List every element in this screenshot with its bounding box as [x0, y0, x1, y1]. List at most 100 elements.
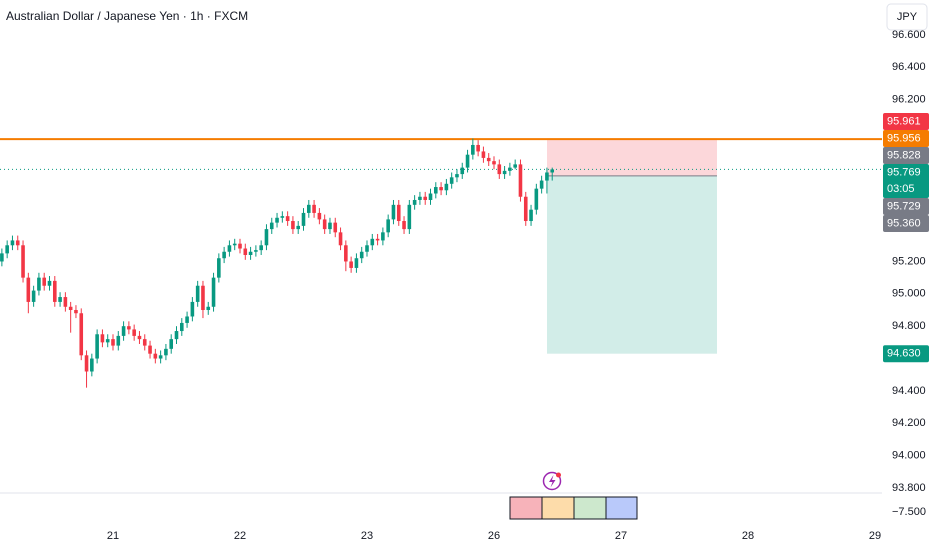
candle-body [465, 154, 470, 168]
candle-body [153, 353, 158, 359]
candle-body [105, 339, 110, 343]
y-tick-label: 94.200 [892, 417, 926, 429]
x-tick-label: 23 [361, 530, 373, 542]
candle-body [354, 258, 359, 268]
currency-label[interactable]: JPY [897, 11, 918, 23]
price-label-box [883, 198, 929, 216]
price-label: 95.961 [887, 115, 921, 127]
candle-body [259, 245, 263, 251]
candle-body [317, 212, 322, 220]
candle-body [206, 306, 211, 311]
candle-body [418, 196, 422, 200]
candle-body [513, 164, 517, 168]
candle-body [539, 180, 544, 189]
color-swatches[interactable] [509, 496, 638, 520]
candle-body [21, 245, 25, 278]
y-tick-label: 94.800 [892, 320, 926, 332]
candle-body [508, 167, 512, 171]
x-tick-label: 21 [107, 530, 119, 542]
candle-body [58, 297, 62, 302]
price-axis: 96.60096.40096.20096.00095.80095.60095.4… [882, 29, 929, 494]
candle-body [164, 348, 168, 356]
candle-body [217, 258, 221, 278]
candle-body [534, 188, 539, 210]
price-label: 95.729 [887, 200, 921, 212]
event-dot [556, 472, 561, 478]
price-label: 95.956 [887, 132, 921, 144]
candle-body [248, 251, 253, 255]
price-label: 95.769 [887, 166, 921, 178]
candle-body [486, 157, 491, 162]
candle-body [428, 193, 433, 200]
candle-body [142, 339, 147, 346]
candle-body [179, 322, 184, 332]
candle-body [455, 174, 459, 178]
candle-body [291, 221, 295, 230]
candle-body [100, 334, 105, 343]
candle-body [269, 222, 274, 230]
candle-body [111, 339, 115, 346]
candle-body [502, 170, 507, 175]
price-label-box [883, 113, 929, 131]
candle-body [381, 232, 385, 241]
candle-body [148, 345, 152, 354]
candle-body [74, 310, 78, 314]
candle-body [31, 290, 36, 302]
chart-title: Australian Dollar / Japanese Yen · 1h · … [6, 9, 248, 23]
candle-body [158, 355, 163, 359]
currency-button[interactable] [886, 3, 928, 31]
candle-body [211, 277, 216, 307]
candle-body [471, 144, 475, 155]
swatch[interactable] [573, 496, 607, 520]
candle-body [460, 167, 465, 175]
candle-body [370, 238, 375, 246]
swatch[interactable] [605, 496, 638, 520]
candle-body [550, 169, 555, 173]
candle-body [84, 355, 89, 372]
price-label-box [883, 215, 929, 233]
candle-body [280, 216, 285, 218]
lower-pane-label: −7.500 [892, 506, 926, 518]
x-tick-label: 27 [615, 530, 627, 542]
candle-body [201, 285, 205, 311]
countdown: 03:05 [887, 183, 915, 195]
candle-body [349, 261, 353, 268]
events-icon[interactable] [542, 471, 562, 491]
x-tick-label: 22 [234, 530, 246, 542]
price-label-box [883, 164, 929, 199]
y-tick-label: 93.800 [892, 482, 926, 494]
candle-body [497, 164, 502, 175]
candle-body [68, 306, 73, 311]
candle-body [190, 301, 195, 317]
candle-body [529, 209, 533, 222]
candle-body [359, 251, 364, 259]
candle-body [121, 326, 126, 336]
candle-body [322, 219, 327, 230]
candle-body [5, 245, 9, 254]
swatch[interactable] [509, 496, 543, 520]
candle-body [275, 217, 279, 223]
candle-body [444, 183, 449, 191]
candle-body [433, 187, 438, 194]
candle-body [312, 204, 316, 213]
candle-body [132, 329, 136, 336]
candle-body [52, 280, 57, 302]
y-tick-label: 95.200 [892, 255, 926, 267]
candle-body [338, 232, 343, 246]
candle-body [238, 243, 242, 249]
price-label-box [883, 345, 929, 363]
candle-body [243, 248, 248, 255]
candle-body [63, 297, 68, 307]
candle-body [90, 358, 94, 372]
swatch[interactable] [541, 496, 575, 520]
candle-body [476, 144, 480, 152]
price-label: 95.360 [887, 217, 921, 229]
candle-body [545, 172, 549, 181]
candle-body [116, 335, 121, 346]
candle-body [254, 250, 258, 252]
candle-body [492, 161, 496, 165]
event-bolt[interactable] [549, 475, 556, 488]
candle-body [375, 238, 380, 241]
